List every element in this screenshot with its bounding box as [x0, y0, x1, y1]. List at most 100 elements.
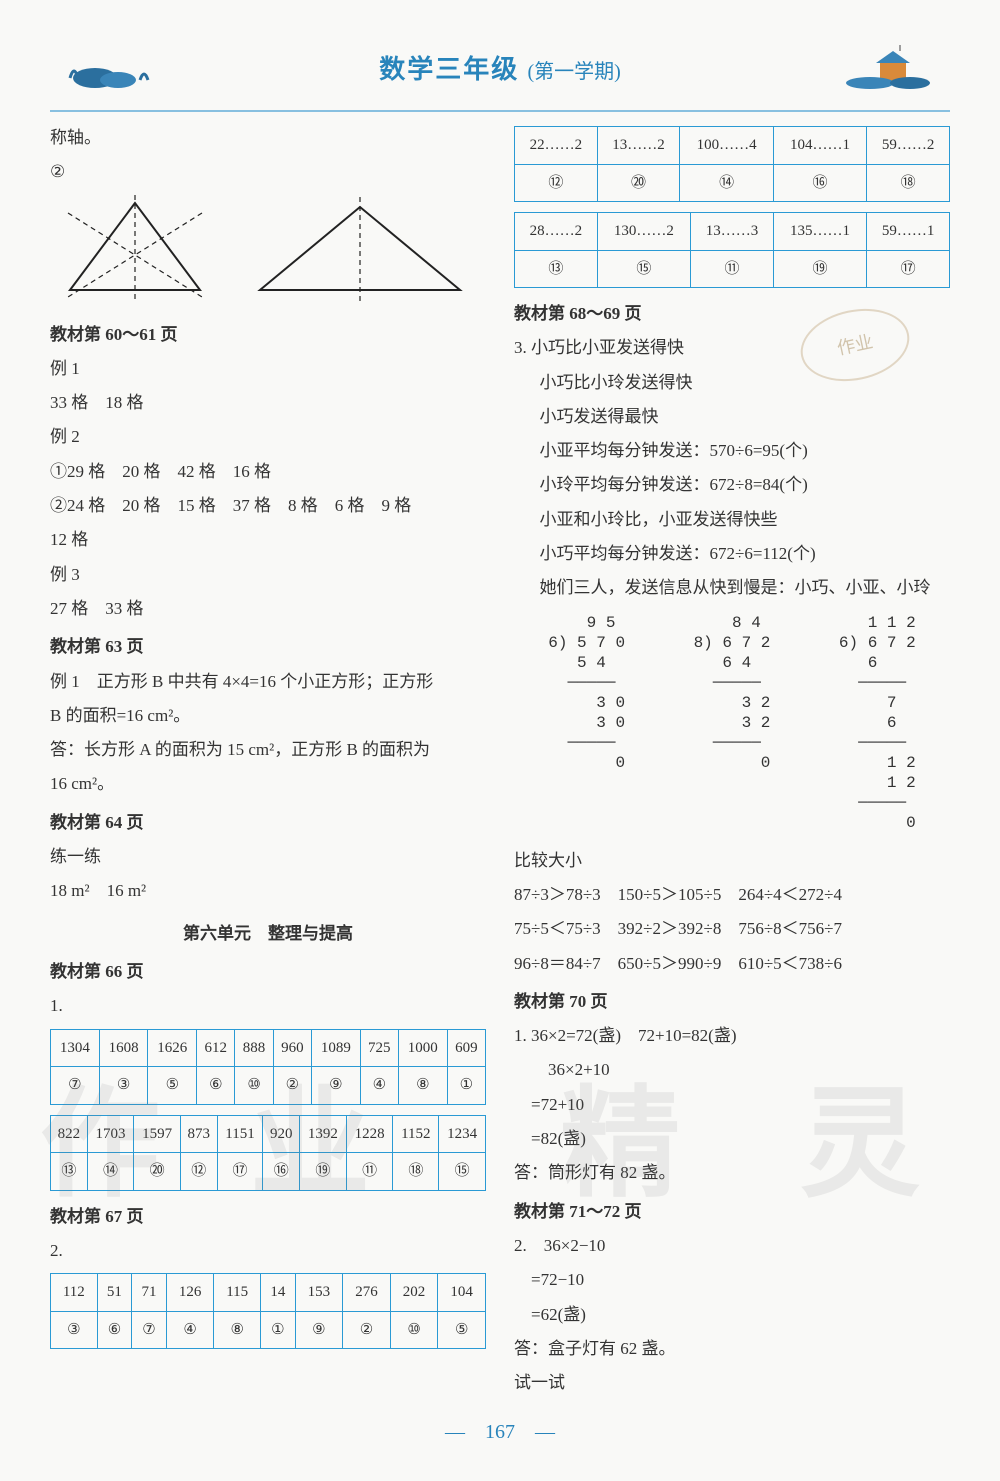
table-cell: 59……2 — [867, 127, 950, 165]
table-cell: 888 — [235, 1029, 273, 1067]
triangle-diagrams — [50, 195, 486, 305]
example-3-label: 例 3 — [50, 559, 486, 591]
heading-p68-69: 教材第 68～69 页 — [514, 298, 950, 330]
q3-l5: 小亚和小玲比，小亚发送得快些 — [514, 504, 950, 536]
table-cell: ⑲ — [773, 250, 866, 288]
table-cell: ⑬ — [51, 1153, 88, 1191]
table-p66-b: 822 1703 1597 873 1151 920 1392 1228 115… — [50, 1115, 486, 1191]
p71-l2: =72−10 — [514, 1264, 950, 1296]
table-cell: ⑫ — [515, 164, 598, 202]
table-cell: 1608 — [99, 1029, 148, 1067]
table-cell: ⑩ — [390, 1311, 438, 1349]
p64-line2: 18 m² 16 m² — [50, 875, 486, 907]
table-cell: ⑮ — [439, 1153, 486, 1191]
heading-p60-61: 教材第 60～61 页 — [50, 319, 486, 351]
example-3-line: 27 格 33 格 — [50, 593, 486, 625]
table-row: 822 1703 1597 873 1151 920 1392 1228 115… — [51, 1115, 486, 1153]
example-2-line1: ①29 格 20 格 42 格 16 格 — [50, 456, 486, 488]
table-cell: 609 — [447, 1029, 485, 1067]
p70-l1: 1. 36×2=72(盏) 72+10=82(盏) — [514, 1020, 950, 1052]
table-cell: ⑯ — [263, 1153, 300, 1191]
table-cell: 100……4 — [680, 127, 773, 165]
table-cell: ① — [447, 1067, 485, 1105]
table-cell: 822 — [51, 1115, 88, 1153]
header-left-decoration — [60, 50, 180, 90]
table-cell: 1228 — [346, 1115, 393, 1153]
heading-p70: 教材第 70 页 — [514, 986, 950, 1018]
table-cell: 71 — [132, 1274, 167, 1312]
table-cell: 115 — [214, 1274, 261, 1312]
table-cell: 59……1 — [867, 213, 950, 251]
table-cell: 1304 — [51, 1029, 100, 1067]
example-2-label: 例 2 — [50, 421, 486, 453]
table-cell: 135……1 — [773, 213, 866, 251]
p63-line4: 16 cm²。 — [50, 768, 486, 800]
heading-p66: 教材第 66 页 — [50, 956, 486, 988]
table-row: 28……2 130……2 13……3 135……1 59……1 — [515, 213, 950, 251]
table-cell: 153 — [295, 1274, 343, 1312]
table-cell: 276 — [343, 1274, 391, 1312]
p64-line1: 练一练 — [50, 841, 486, 873]
p63-line1: 例 1 正方形 B 中共有 4×4=16 个小正方形；正方形 — [50, 666, 486, 698]
heading-p63: 教材第 63 页 — [50, 631, 486, 663]
table-top-a: 22……2 13……2 100……4 104……1 59……2 ⑫ ⑳ ⑭ ⑯ … — [514, 126, 950, 202]
left-column: 称轴。 ② 教材第 60～61 页 例 1 33 格 18 格 例 2 ①29 … — [50, 120, 486, 1401]
table-cell: 51 — [97, 1274, 132, 1312]
triangle-isosceles-icon — [250, 195, 470, 305]
table-cell: ① — [261, 1311, 296, 1349]
p71-l4: 答：盒子灯有 62 盏。 — [514, 1333, 950, 1365]
table-row: 112 51 71 126 115 14 153 276 202 104 — [51, 1274, 486, 1312]
q3-l1: 小巧比小玲发送得快 — [514, 367, 950, 399]
table-cell: 1597 — [134, 1115, 181, 1153]
table-cell: 112 — [51, 1274, 98, 1312]
table-cell: ⑤ — [438, 1311, 486, 1349]
table-row: ③ ⑥ ⑦ ④ ⑧ ① ⑨ ② ⑩ ⑤ — [51, 1311, 486, 1349]
p63-line3: 答：长方形 A 的面积为 15 cm²，正方形 B 的面积为 — [50, 734, 486, 766]
two-column-layout: 称轴。 ② 教材第 60～61 页 例 1 33 格 18 格 例 2 ①29 … — [50, 120, 950, 1401]
table-cell: 1703 — [87, 1115, 134, 1153]
table-row: ⑦ ③ ⑤ ⑥ ⑩ ② ⑨ ④ ⑧ ① — [51, 1067, 486, 1105]
table-cell: ⑭ — [680, 164, 773, 202]
example-2-line2: ②24 格 20 格 15 格 37 格 8 格 6 格 9 格 — [50, 490, 486, 522]
table-cell: ⑧ — [398, 1067, 447, 1105]
long-division-2: 8 4 8) 6 7 2 6 4 ───── 3 2 3 2 ───── 0 — [694, 613, 771, 833]
table-cell: ⑰ — [217, 1153, 263, 1191]
table-cell: 1392 — [300, 1115, 347, 1153]
table-cell: 130……2 — [597, 213, 690, 251]
table-cell: 1151 — [217, 1115, 263, 1153]
heading-p67: 教材第 67 页 — [50, 1201, 486, 1233]
p63-line2: B 的面积=16 cm²。 — [50, 700, 486, 732]
table-cell: ⑳ — [134, 1153, 181, 1191]
table-cell: ⑥ — [197, 1067, 235, 1105]
table-cell: ⑬ — [515, 250, 598, 288]
q3-l4: 小玲平均每分钟发送：672÷8=84(个) — [514, 469, 950, 501]
compare-heading: 比较大小 — [514, 845, 950, 877]
table-cell: ⑦ — [51, 1067, 100, 1105]
example-1-label: 例 1 — [50, 353, 486, 385]
table-p66-a: 1304 1608 1626 612 888 960 1089 725 1000… — [50, 1029, 486, 1105]
page: 数学三年级 (第一学期) 称轴。 ② — [0, 0, 1000, 1481]
table-cell: 126 — [166, 1274, 214, 1312]
example-2-line3: 12 格 — [50, 524, 486, 556]
table-cell: ⑱ — [393, 1153, 439, 1191]
table-cell: ② — [273, 1067, 311, 1105]
table-cell: ③ — [51, 1311, 98, 1349]
page-title: 数学三年级 — [379, 55, 519, 84]
table-cell: 28……2 — [515, 213, 598, 251]
table-cell: ⑯ — [773, 164, 866, 202]
table-cell: ④ — [360, 1067, 398, 1105]
right-column: 22……2 13……2 100……4 104……1 59……2 ⑫ ⑳ ⑭ ⑯ … — [514, 120, 950, 1401]
table-cell: 14 — [261, 1274, 296, 1312]
p71-l1: 2. 36×2−10 — [514, 1230, 950, 1262]
header-right-decoration — [840, 45, 940, 90]
table-cell: ⑨ — [311, 1067, 360, 1105]
table-cell: 104 — [438, 1274, 486, 1312]
table-cell: 873 — [180, 1115, 217, 1153]
q3-l6: 小巧平均每分钟发送：672÷6=112(个) — [514, 538, 950, 570]
table-cell: 1626 — [148, 1029, 197, 1067]
table-cell: 960 — [273, 1029, 311, 1067]
table-row: 22……2 13……2 100……4 104……1 59……2 — [515, 127, 950, 165]
q3-l3: 小亚平均每分钟发送：570÷6=95(个) — [514, 435, 950, 467]
table-cell: ⑱ — [867, 164, 950, 202]
page-number: — 167 — — [50, 1413, 950, 1451]
